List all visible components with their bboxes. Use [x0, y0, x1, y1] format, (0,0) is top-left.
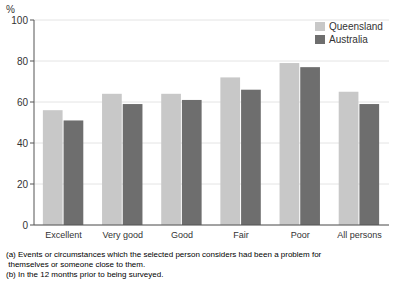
category-label: All persons — [337, 230, 382, 240]
grid-line — [34, 102, 389, 103]
bar — [64, 120, 84, 225]
legend-swatch — [315, 35, 325, 44]
tick-mark — [30, 102, 34, 103]
legend: Queensland Australia — [315, 21, 383, 45]
bar — [182, 100, 202, 225]
bar — [161, 94, 181, 225]
bars — [43, 63, 379, 225]
bar — [43, 110, 63, 225]
bar — [300, 67, 320, 225]
tick-label: 0 — [22, 220, 28, 231]
legend-label: Australia — [329, 34, 368, 45]
footnote: (b) In the 12 months prior to being surv… — [6, 270, 163, 279]
y-axis — [34, 20, 35, 225]
grid-line — [34, 143, 389, 144]
tick-label: 40 — [17, 138, 29, 149]
tick-mark — [30, 184, 34, 185]
legend-label: Queensland — [329, 21, 383, 32]
category-label: Good — [171, 230, 193, 240]
category-label: Very good — [102, 230, 143, 240]
grid-line — [34, 61, 389, 62]
footnote: themselves or someone close to them. — [6, 260, 145, 269]
category-label: Excellent — [45, 230, 82, 240]
bar — [102, 94, 122, 225]
tick-label: 80 — [17, 56, 29, 67]
tick-mark — [30, 61, 34, 62]
tick-label: 100 — [11, 15, 28, 26]
x-axis — [34, 225, 389, 226]
category-label: Poor — [291, 230, 310, 240]
bar — [280, 63, 300, 225]
bar — [359, 104, 379, 225]
tick-mark — [30, 143, 34, 144]
bar — [123, 104, 143, 225]
tick-mark — [30, 20, 34, 21]
grid-line — [34, 184, 389, 185]
tick-label: 60 — [17, 97, 29, 108]
category-label: Fair — [233, 230, 249, 240]
tick-mark — [30, 225, 34, 226]
tick-label: 20 — [17, 179, 29, 190]
footnote: (a) Events or circumstances which the se… — [6, 250, 322, 259]
legend-swatch — [315, 22, 325, 31]
bar — [241, 90, 261, 225]
grid — [34, 20, 389, 225]
bar — [220, 77, 240, 225]
chart: 0 20 40 60 80 100 Excellent Very good Good Fair Po… — [0, 0, 397, 283]
axis-label: % — [6, 4, 15, 15]
grid-line — [34, 225, 389, 226]
bar — [339, 92, 359, 225]
